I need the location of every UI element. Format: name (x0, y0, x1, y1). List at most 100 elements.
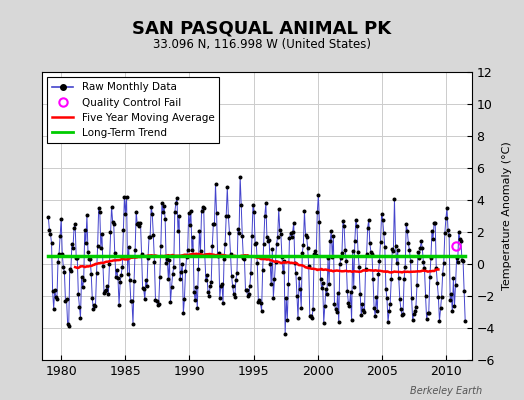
Point (92, 269, 101, 276)
Point (275, 206, 283, 212)
Point (297, 304, 305, 311)
Point (351, 238, 359, 244)
Point (320, 320, 328, 326)
Point (328, 254, 336, 260)
Point (130, 278, 138, 284)
Point (285, 235, 293, 242)
Point (408, 295, 416, 301)
Point (450, 303, 458, 310)
Point (190, 289, 198, 296)
Point (156, 274, 164, 280)
Point (79, 284, 87, 291)
Point (161, 216, 169, 222)
Point (125, 244, 133, 250)
Point (184, 209, 193, 216)
Point (146, 234, 155, 240)
Point (51, 286, 59, 293)
Point (127, 298, 135, 304)
Point (231, 294, 239, 301)
Point (374, 270, 383, 277)
Point (322, 286, 330, 293)
Point (352, 217, 360, 223)
Point (345, 303, 354, 309)
Point (308, 315, 316, 321)
Point (114, 275, 122, 282)
Point (102, 287, 111, 294)
Point (158, 200, 166, 206)
Point (138, 285, 147, 291)
Point (428, 228, 436, 234)
Point (343, 288, 352, 294)
Point (196, 248, 205, 254)
Point (187, 208, 195, 215)
Point (256, 300, 265, 307)
Point (461, 318, 470, 324)
Point (63, 320, 72, 327)
Point (131, 247, 139, 253)
Point (74, 291, 83, 297)
Point (294, 315, 302, 321)
Point (255, 297, 264, 304)
Point (221, 240, 230, 247)
Point (67, 268, 75, 274)
Point (335, 261, 344, 268)
Point (388, 246, 397, 252)
Point (77, 314, 85, 321)
Point (367, 249, 375, 255)
Point (189, 234, 197, 240)
Point (120, 193, 128, 200)
Point (103, 282, 112, 289)
Point (456, 236, 464, 242)
Point (126, 277, 134, 283)
Point (449, 275, 457, 282)
Point (96, 244, 105, 251)
Point (355, 263, 363, 270)
Point (78, 274, 86, 280)
Point (431, 220, 439, 226)
Point (365, 217, 373, 223)
Point (391, 243, 400, 249)
Point (68, 240, 76, 247)
Point (280, 258, 288, 264)
Point (53, 296, 61, 302)
Point (272, 240, 281, 247)
Point (164, 276, 172, 282)
Point (226, 250, 235, 257)
Point (116, 279, 124, 286)
Point (214, 250, 223, 256)
Point (314, 192, 323, 198)
Point (149, 232, 158, 238)
Point (144, 255, 152, 261)
Point (311, 247, 319, 254)
Point (326, 238, 334, 244)
Point (69, 245, 77, 251)
Point (364, 224, 372, 231)
Point (452, 255, 461, 262)
Point (276, 227, 284, 234)
Point (137, 250, 146, 257)
Point (439, 270, 447, 277)
Point (446, 296, 454, 303)
Point (390, 196, 399, 202)
Point (263, 234, 271, 240)
Point (252, 239, 260, 246)
Point (159, 209, 167, 215)
Point (370, 304, 378, 311)
Point (358, 301, 366, 308)
Point (281, 330, 289, 337)
Point (236, 173, 244, 180)
Point (246, 283, 254, 289)
Point (193, 305, 202, 312)
Point (384, 319, 392, 326)
Point (118, 264, 126, 270)
Point (383, 295, 391, 302)
Point (89, 306, 97, 312)
Point (81, 227, 89, 233)
Point (267, 281, 276, 288)
Point (141, 276, 150, 283)
Point (291, 260, 299, 266)
Point (453, 259, 462, 266)
Point (434, 294, 443, 300)
Point (277, 230, 285, 237)
Point (97, 230, 106, 237)
